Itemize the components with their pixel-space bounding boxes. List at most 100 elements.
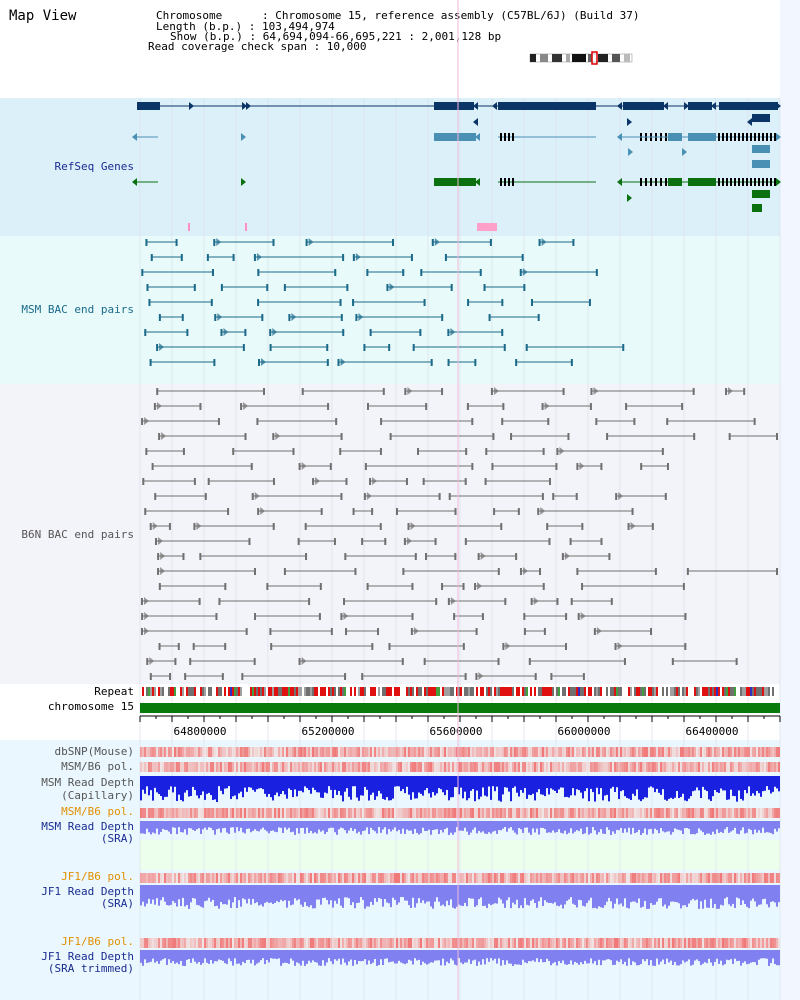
heat-cell — [282, 938, 284, 948]
b6n-bac-track[interactable] — [140, 387, 778, 680]
heat-cell — [772, 747, 774, 757]
heat-cell — [230, 808, 232, 818]
bac-end — [272, 523, 275, 530]
heat-cell — [342, 873, 344, 883]
b6n-bac-label[interactable]: B6N BAC end pairs — [21, 528, 134, 541]
depth-bar — [390, 885, 392, 908]
msm-depth-capillary-label[interactable]: MSM Read Depth — [41, 776, 134, 789]
depth-bar — [292, 821, 294, 832]
chromosome-ideogram[interactable] — [529, 51, 633, 65]
heat-cell — [328, 873, 330, 883]
depth-bar — [758, 821, 760, 831]
heat-cell — [598, 873, 600, 883]
depth-bar — [720, 776, 722, 789]
jf1-b6-pol-label[interactable]: JF1/B6 pol. — [61, 870, 134, 883]
depth-bar — [226, 885, 228, 905]
repeat-segment — [676, 687, 678, 696]
repeat-segment — [704, 687, 706, 696]
chromosome-label[interactable]: chromosome 15 — [47, 700, 134, 713]
refseq-genes-track[interactable] — [132, 102, 781, 231]
depth-bar — [312, 776, 314, 788]
repeat-track[interactable] — [142, 687, 774, 696]
heat-cell — [318, 808, 320, 818]
depth-bar — [750, 950, 752, 963]
strand-arrow — [663, 102, 668, 110]
heat-cell — [732, 808, 734, 818]
depth-bar — [362, 821, 364, 832]
msm-b6-pol-sra-label[interactable]: MSM/B6 pol. — [61, 805, 134, 818]
heat-cell — [580, 747, 582, 757]
heat-cell — [532, 747, 534, 757]
depth-bar — [544, 776, 546, 797]
heat-cell — [486, 873, 488, 883]
heat-cell — [560, 762, 562, 772]
depth-bar — [648, 776, 650, 788]
heat-cell — [164, 762, 166, 772]
heat-cell — [478, 938, 480, 948]
heat-cell — [748, 808, 750, 818]
heat-cell — [618, 762, 620, 772]
depth-bar — [626, 950, 628, 966]
heat-cell — [180, 747, 182, 757]
msm-depth-sra-label[interactable]: MSM Read Depth — [41, 820, 134, 833]
bac-end — [335, 418, 338, 425]
bac-end — [633, 418, 636, 425]
heat-cell — [564, 747, 566, 757]
msm-b6-pol-label[interactable]: MSM/B6 pol. — [61, 760, 134, 773]
depth-bar — [710, 776, 712, 801]
bac-end — [407, 523, 410, 530]
heat-cell — [194, 808, 196, 818]
depth-bar — [520, 776, 522, 791]
depth-bar — [568, 885, 570, 900]
bac-end — [728, 433, 731, 440]
msm-bac-label[interactable]: MSM BAC end pairs — [21, 303, 134, 316]
heat-cell — [368, 873, 370, 883]
repeat-segment — [416, 687, 418, 696]
depth-bar — [340, 950, 342, 965]
heat-cell — [314, 747, 316, 757]
depth-bar — [246, 885, 248, 904]
heat-cell — [588, 747, 590, 757]
repeat-segment — [466, 687, 468, 696]
heat-cell — [560, 873, 562, 883]
read-depth-tracks[interactable] — [140, 776, 780, 966]
repeat-segment — [280, 687, 282, 696]
repeat-label[interactable]: Repeat — [94, 685, 134, 698]
heat-tracks[interactable] — [140, 747, 780, 948]
msm-bac-track[interactable] — [141, 238, 625, 366]
depth-bar — [536, 950, 538, 959]
depth-bar — [744, 885, 746, 905]
chromosome-bar[interactable] — [140, 703, 780, 713]
depth-bar — [618, 821, 620, 831]
heat-cell — [410, 762, 412, 772]
heat-cell — [444, 762, 446, 772]
repeat-segment — [276, 687, 278, 696]
heat-cell — [640, 762, 642, 772]
heat-cell — [528, 873, 530, 883]
bac-end — [371, 643, 374, 650]
gene-exon — [508, 178, 510, 186]
depth-bar — [466, 950, 468, 963]
heat-cell — [596, 808, 598, 818]
bac-end — [614, 643, 617, 650]
heat-cell — [770, 762, 772, 772]
bac-end — [575, 493, 578, 500]
depth-bar — [734, 950, 736, 959]
repeat-segment — [254, 687, 256, 696]
jf1-depth-sra-label[interactable]: JF1 Read Depth — [41, 885, 134, 898]
refseq-genes-label[interactable]: RefSeq Genes — [54, 160, 134, 173]
heat-cell — [682, 938, 684, 948]
heat-cell — [464, 808, 466, 818]
jf1-depth-trim-label[interactable]: JF1 Read Depth — [41, 950, 134, 963]
depth-bar — [636, 821, 638, 833]
dbsnp-label[interactable]: dbSNP(Mouse) — [54, 745, 134, 758]
heat-cell — [750, 808, 752, 818]
heat-cell — [484, 873, 486, 883]
depth-bar — [264, 821, 266, 830]
gene-exon — [752, 160, 770, 168]
depth-bar — [520, 885, 522, 906]
repeat-segment — [360, 687, 362, 696]
heat-cell — [768, 808, 770, 818]
jf1-b6-pol-2-label[interactable]: JF1/B6 pol. — [61, 935, 134, 948]
